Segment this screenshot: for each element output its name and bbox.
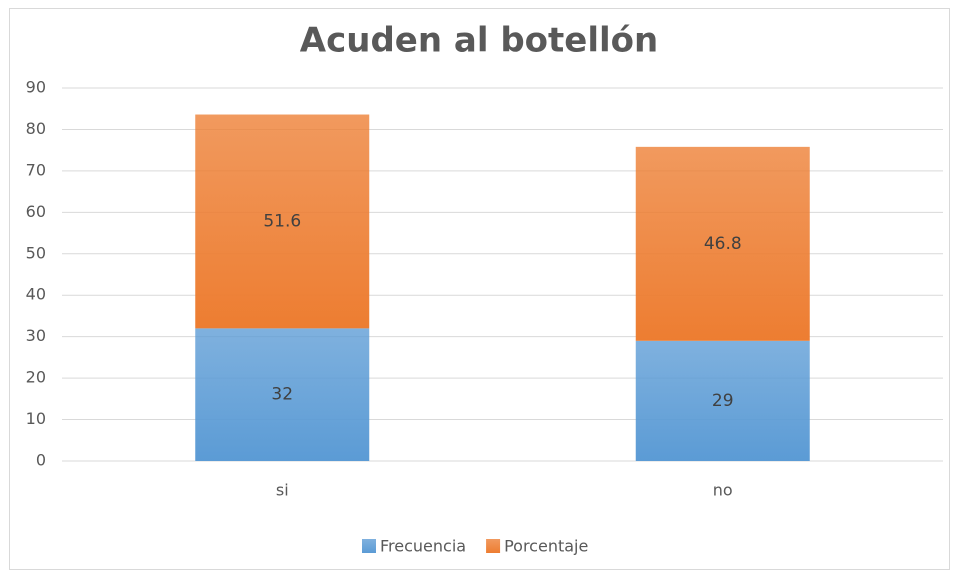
legend-label: Frecuencia — [380, 537, 466, 556]
bar — [635, 146, 810, 341]
y-tick-label: 20 — [26, 368, 46, 387]
legend-label: Porcentaje — [504, 537, 588, 556]
legend-swatch — [486, 539, 501, 553]
y-tick-label: 90 — [26, 78, 46, 97]
chart-title: Acuden al botellón — [300, 21, 658, 61]
y-tick-label: 70 — [26, 160, 46, 179]
y-tick-label: 0 — [36, 451, 46, 470]
x-tick-label: si — [276, 481, 289, 500]
data-label: 29 — [712, 391, 734, 411]
y-tick-label: 10 — [26, 409, 46, 428]
y-tick-label: 40 — [26, 285, 46, 304]
legend-swatch — [362, 539, 376, 553]
bar — [195, 328, 370, 461]
x-tick-label: no — [713, 481, 733, 500]
y-tick-label: 80 — [26, 119, 46, 138]
bar — [635, 340, 810, 461]
data-label: 32 — [271, 385, 293, 405]
data-label: 51.6 — [263, 211, 301, 231]
y-tick-label: 50 — [26, 243, 46, 262]
bar — [195, 114, 370, 329]
y-tick-label: 30 — [26, 326, 46, 345]
data-label: 46.8 — [704, 234, 742, 254]
y-tick-label: 60 — [26, 202, 46, 221]
